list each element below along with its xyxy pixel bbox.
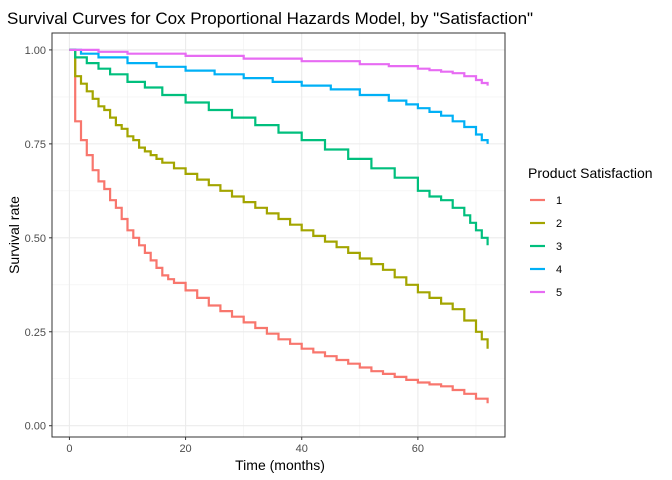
legend-label-5: 5 <box>556 287 562 299</box>
y-axis-title: Survival rate <box>6 196 22 274</box>
survival-curve-3 <box>69 48 489 246</box>
legend-label-4: 4 <box>556 264 562 276</box>
y-tick-label: 0.00 <box>25 421 46 433</box>
legend-label-2: 2 <box>556 218 562 230</box>
y-axis-ticks: 0.00 0.25 0.50 0.75 1.00 <box>25 45 52 433</box>
chart-title: Survival Curves for Cox Proportional Haz… <box>7 9 533 28</box>
x-tick-label: 20 <box>179 443 191 455</box>
plot-border <box>51 32 506 438</box>
legend-title: Product Satisfaction <box>528 165 653 181</box>
minor-gridlines <box>52 33 505 437</box>
x-tick-label: 60 <box>412 443 424 455</box>
plot-panel <box>51 32 506 438</box>
legend-item-1: 1 <box>530 195 562 207</box>
legend-item-2: 2 <box>530 218 562 230</box>
y-tick-label: 1.00 <box>25 45 46 57</box>
y-tick-label: 0.25 <box>25 327 46 339</box>
legend-label-1: 1 <box>556 195 562 207</box>
legend: Product Satisfaction 1 2 3 4 5 <box>528 165 653 299</box>
legend-item-5: 5 <box>530 287 562 299</box>
survival-curve-1 <box>69 48 489 404</box>
x-tick-label: 40 <box>296 443 308 455</box>
x-axis-title: Time (months) <box>235 457 325 473</box>
y-tick-label: 0.50 <box>25 233 46 245</box>
survival-curve-2 <box>69 48 489 349</box>
legend-item-4: 4 <box>530 264 562 276</box>
major-gridlines <box>52 33 505 437</box>
legend-items: 1 2 3 4 5 <box>530 195 562 299</box>
x-tick-label: 0 <box>66 443 72 455</box>
y-tick-label: 0.75 <box>25 139 46 151</box>
x-axis-ticks: 0 20 40 60 <box>66 437 424 455</box>
legend-label-3: 3 <box>556 241 562 253</box>
survival-curves <box>69 48 489 404</box>
survival-curve-4 <box>69 48 489 144</box>
plot-background <box>52 33 505 437</box>
survival-curve-5 <box>69 48 489 86</box>
legend-item-3: 3 <box>530 241 562 253</box>
